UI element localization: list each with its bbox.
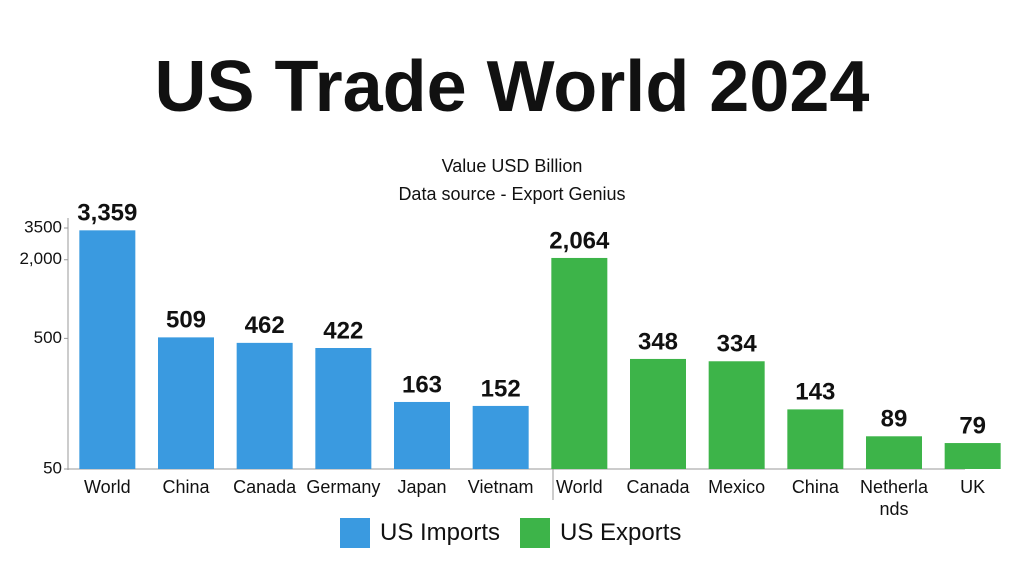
value-label: 422 bbox=[323, 317, 363, 344]
y-tick-label: 3500 bbox=[24, 217, 62, 236]
x-tick-label: Netherlands bbox=[859, 477, 929, 519]
x-tick-label: Canada bbox=[233, 477, 297, 497]
value-label: 2,064 bbox=[549, 227, 610, 254]
value-label: 3,359 bbox=[77, 200, 137, 227]
value-label: 462 bbox=[245, 312, 285, 339]
x-tick-label: China bbox=[791, 477, 839, 497]
chart-title: US Trade World 2024 bbox=[155, 47, 870, 127]
bar bbox=[79, 230, 136, 469]
value-label: 143 bbox=[795, 379, 835, 406]
bar bbox=[472, 405, 529, 469]
value-label: 509 bbox=[166, 307, 206, 334]
bar bbox=[551, 257, 608, 469]
x-tick-label: World bbox=[555, 477, 603, 497]
bar bbox=[158, 337, 214, 469]
bar bbox=[787, 409, 844, 469]
x-tick-label: Japan bbox=[397, 477, 447, 497]
x-tick-label: Vietnam bbox=[467, 477, 534, 497]
legend-item: US Imports bbox=[340, 518, 500, 548]
legend-label: US Imports bbox=[380, 519, 501, 546]
x-tick-label: World bbox=[83, 477, 131, 497]
bar bbox=[866, 436, 922, 469]
value-label: 348 bbox=[638, 328, 678, 355]
x-tick-label: UK bbox=[960, 477, 986, 497]
bar bbox=[944, 443, 1001, 469]
value-label: 79 bbox=[959, 412, 986, 439]
bar bbox=[236, 342, 293, 469]
bar bbox=[630, 358, 686, 469]
legend-label: US Exports bbox=[560, 519, 682, 546]
y-tick-label: 50 bbox=[43, 458, 62, 477]
value-label: 89 bbox=[881, 406, 908, 433]
x-tick-label: Canada bbox=[626, 477, 690, 497]
chart-subtitle: Value USD Billion bbox=[442, 156, 583, 176]
legend-swatch bbox=[340, 518, 370, 548]
y-tick-label: 2,000 bbox=[19, 249, 62, 268]
y-tick-label: 500 bbox=[34, 328, 62, 347]
value-label: 334 bbox=[717, 331, 758, 358]
value-label: 163 bbox=[402, 371, 442, 398]
x-tick-label: China bbox=[162, 477, 210, 497]
bar bbox=[708, 361, 765, 469]
x-tick-label: Mexico bbox=[708, 477, 766, 497]
x-tick-label: Germany bbox=[306, 477, 381, 497]
legend-swatch bbox=[520, 518, 550, 548]
bar bbox=[394, 401, 450, 469]
legend-item: US Exports bbox=[520, 518, 681, 548]
bar bbox=[315, 348, 372, 469]
value-label: 152 bbox=[481, 375, 521, 402]
chart-source: Data source - Export Genius bbox=[398, 184, 625, 204]
